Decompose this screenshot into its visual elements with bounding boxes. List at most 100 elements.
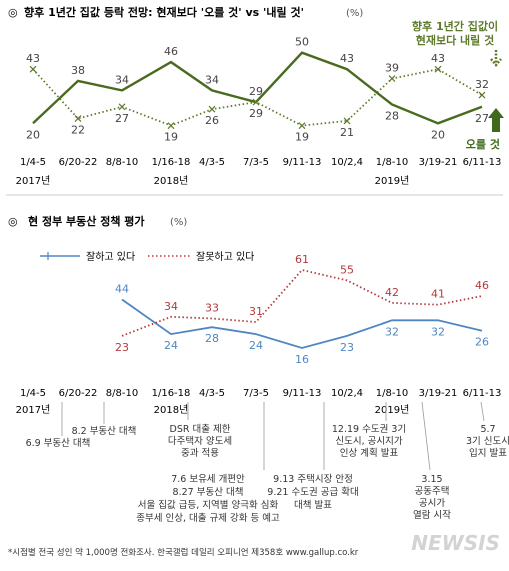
chart1-x-tick-labels: 1/4-5 6/20-22 8/8-10 1/16-18 4/3-5 7/3-5 9/11-… [20, 157, 501, 168]
chart1-year-label: 2017년 [16, 175, 51, 187]
chart2-annotation-text: 공시가 [419, 498, 445, 509]
chart1-point-fall [343, 117, 351, 125]
chart1-point-fall [478, 91, 486, 99]
chart2-annotation-text: 공동주택 [415, 486, 450, 497]
chart2-data-label: 33 [205, 302, 219, 315]
chart1-data-label: 27 [115, 112, 129, 125]
chart1-x-tick-label: 9/11-13 [283, 157, 322, 168]
chart1-data-label: 29 [249, 107, 263, 120]
chart2-annotation-text: 종부세 인상, 대출 규제 강화 등 예고 [136, 513, 280, 524]
chart1-title-marker: ◎ [8, 6, 18, 19]
chart2-x-tick-label: 3/19-21 [419, 388, 458, 399]
chart1-year-labels: 2017년 2018년 2019년 [16, 175, 410, 187]
chart2-data-label: 44 [115, 282, 129, 295]
chart1-data-label: 43 [26, 52, 40, 65]
chart2-x-tick-label: 10/2,4 [331, 388, 363, 399]
chart2-annotation-text: 서울 집값 급등, 지역별 양극화 심화 [138, 499, 279, 511]
chart1-year-label: 2019년 [375, 175, 410, 187]
chart2-annotation-text: 8.2 부동산 대책 [72, 426, 137, 437]
chart1-point-fall [298, 122, 306, 130]
chart2-annotation-text: 6.9 부동산 대책 [26, 438, 91, 449]
chart1-data-label: 20 [431, 128, 445, 141]
footnote: *시점별 전국 성인 약 1,000명 전화조사. 한국갤럽 데일리 오피니언 … [8, 547, 359, 558]
chart1-data-label: 50 [295, 36, 309, 49]
chart2-data-label: 41 [431, 288, 445, 301]
chart2-year-label: 2017년 [16, 404, 51, 416]
chart1-data-label: 34 [205, 73, 219, 86]
chart1-data-labels: 20 38 34 46 34 29 50 43 28 20 27 43 22 27 19 26 29 19 21 39… [26, 36, 489, 144]
chart2-annotation-text: 열람 시작 [413, 509, 451, 521]
chart1-x-tick-label: 1/16-18 [152, 157, 191, 168]
chart2-annotation-text: 7.6 보유세 개편안 [171, 473, 245, 485]
chart2-data-label: 26 [475, 336, 489, 349]
chart1-data-label: 19 [164, 131, 178, 144]
chart2-year-label: 2019년 [375, 404, 410, 416]
chart2-x-tick-labels: 1/4-5 6/20-22 8/8-10 1/16-18 4/3-5 7/3-5 9/11-… [20, 388, 501, 399]
chart1-data-label: 32 [475, 78, 489, 91]
chart1-up-arrow-icon [488, 108, 504, 132]
chart2-annotation-text: 입지 발표 [469, 447, 507, 459]
chart2-legend-bad-label: 잘못하고 있다 [196, 250, 254, 263]
chart2-title-marker: ◎ [8, 215, 18, 228]
watermark: NEWSIS [411, 531, 500, 555]
chart1-legend-fall-line1: 향후 1년간 집값이 [412, 19, 498, 33]
chart1-point-fall [74, 115, 82, 123]
chart1-legend-rise: 오를 것 [466, 137, 500, 151]
chart1-x-tick-label: 1/8-10 [376, 157, 408, 168]
chart1-point-fall [29, 65, 37, 73]
chart2-annotation-text: 다주택자 양도세 [168, 436, 232, 447]
chart2-x-tick-label: 4/3-5 [199, 388, 225, 399]
chart2-annotation-leader [421, 401, 431, 471]
chart1-data-label: 39 [385, 62, 399, 75]
chart1-x-tick-label: 4/3-5 [199, 157, 225, 168]
chart2-data-label: 31 [249, 305, 263, 318]
chart1-data-label: 27 [475, 112, 489, 125]
chart2-legend-good-label: 잘하고 있다 [86, 250, 135, 263]
chart2-annotation-text: 인상 계획 발표 [340, 447, 399, 459]
chart2-x-tick-label: 6/20-22 [59, 388, 98, 399]
chart2-data-label: 28 [205, 332, 219, 345]
chart2-annotation-text: 8.27 부동산 대책 [173, 487, 244, 498]
chart2-x-tick-label: 7/3-5 [243, 388, 269, 399]
chart2-annotation-text: 9.21 수도권 공급 확대 [267, 486, 358, 498]
chart1-data-label: 26 [205, 114, 219, 127]
chart1-x-tick-label: 8/8-10 [106, 157, 138, 168]
chart2-lines [121, 269, 483, 349]
chart1-x-tick-label: 6/11-13 [463, 157, 502, 168]
chart2-annotation-text: DSR 대출 제한 [170, 424, 231, 435]
chart-housing-outlook: ◎ 향후 1년간 집값 등락 전망: 현재보다 '오를 것' vs '내릴 것'… [8, 5, 504, 187]
chart2-data-label: 32 [385, 325, 399, 338]
chart1-point-fall [118, 103, 126, 111]
chart2-x-tick-label: 1/16-18 [152, 388, 191, 399]
chart1-data-label: 22 [71, 124, 85, 137]
chart1-x-tick-label: 1/4-5 [20, 157, 46, 168]
chart1-data-label: 28 [385, 109, 399, 122]
chart2-data-label: 34 [164, 300, 178, 313]
chart1-year-label: 2018년 [154, 175, 189, 187]
chart2-x-tick-label: 6/11-13 [463, 388, 502, 399]
chart2-x-tick-label: 1/4-5 [20, 388, 46, 399]
chart2-annotation-leader [480, 401, 485, 422]
chart1-points [29, 65, 486, 130]
chart1-point-fall [252, 98, 260, 106]
chart2-data-label: 46 [475, 279, 489, 292]
chart2-data-label: 42 [385, 286, 399, 299]
chart2-x-tick-label: 1/8-10 [376, 388, 408, 399]
chart2-data-label: 32 [431, 325, 445, 338]
chart1-title: 향후 1년간 집값 등락 전망: 현재보다 '오를 것' vs '내릴 것' [24, 5, 304, 19]
chart2-annotation-text: 3기 신도시 [466, 436, 509, 447]
chart2-data-labels: 44 24 28 24 16 23 32 32 26 23 34 33 31 61 55 42 41 46 [115, 253, 489, 366]
chart1-point-fall [167, 122, 175, 130]
chart1-data-label: 43 [340, 52, 354, 65]
chart2-title-unit: (%) [170, 217, 187, 228]
chart1-data-label: 34 [115, 73, 129, 86]
chart2-data-label: 16 [295, 353, 309, 366]
chart2-annotation-text: 3.15 [421, 474, 442, 485]
chart1-x-tick-label: 7/3-5 [243, 157, 269, 168]
chart2-series-line-0 [121, 298, 483, 349]
chart1-x-tick-label: 10/2,4 [331, 157, 363, 168]
chart2-data-label: 61 [295, 253, 309, 266]
chart1-data-label: 21 [340, 126, 354, 139]
